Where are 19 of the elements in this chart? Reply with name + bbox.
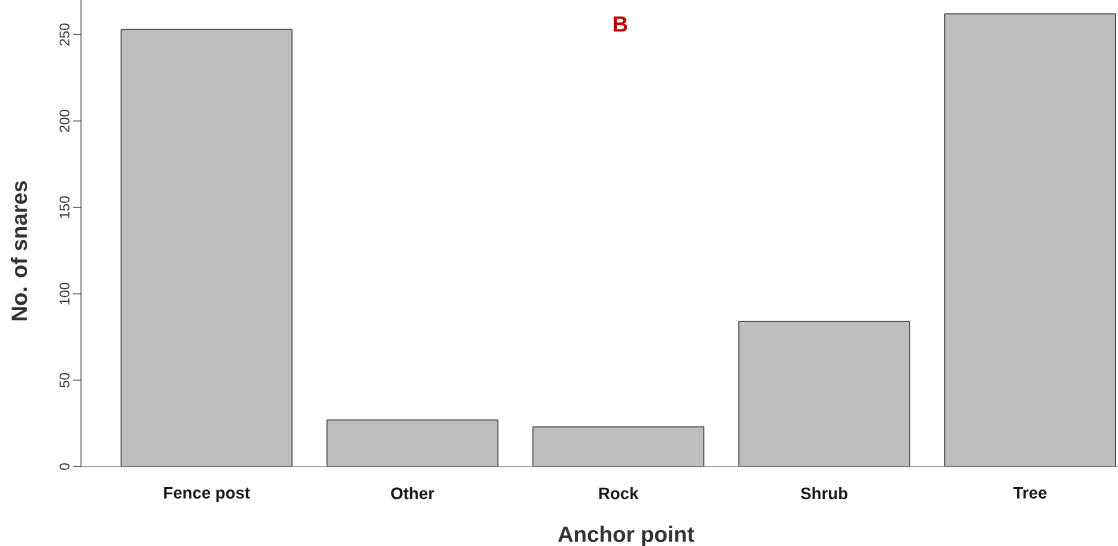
y-tick-label: 150 [59,196,70,218]
bar [120,28,293,467]
x-tick-label: Fence post [164,487,250,502]
bar [944,13,1116,467]
text: B [613,16,628,32]
bar [532,426,705,467]
x-tick-label: Tree [1013,487,1047,499]
x-tick-label: Other [391,487,435,500]
x-axis-title: Anchor point [558,525,695,546]
bar [738,320,911,467]
y-tick-label: 250 [59,23,70,46]
y-tick-label: 50 [59,372,70,388]
y-axis-title: No. of snares [10,181,28,321]
y-tick-label: 0 [59,463,70,470]
bar [326,419,499,467]
y-tick-label: 200 [59,109,70,132]
x-tick-label: Shrub [800,487,848,500]
y-tick-label: 100 [59,282,70,305]
x-tick-label: Rock [599,487,639,500]
